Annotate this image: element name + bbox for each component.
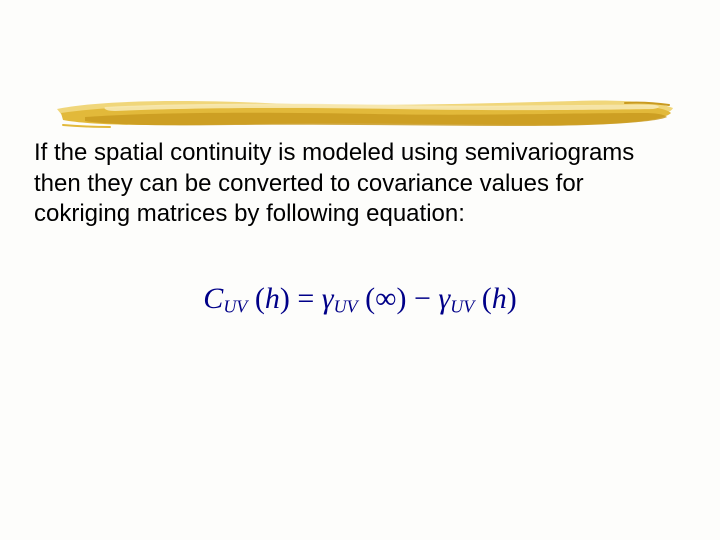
eq-h1: h [265,282,280,315]
eq-lp3: ( [482,282,492,315]
eq-rp1: ) [280,282,290,315]
brush-stroke-divider [55,95,675,133]
eq-lp2: ( [365,282,375,315]
brush-stray-1 [63,125,110,127]
eq-gamma1: γ [322,282,334,315]
eq-gamma1-sub: UV [334,297,358,317]
eq-gamma2: γ [438,282,450,315]
eq-minus: − [414,282,438,315]
eq-rp3: ) [507,282,517,315]
eq-rp2: ) [396,282,406,315]
slide: { "brush": { "colors": { "main": "#e2b93… [0,0,720,540]
eq-minus-sign: − [414,282,431,315]
eq-inf: ∞ [375,282,396,315]
eq-lp1: ( [255,282,265,315]
eq-C: C [203,282,223,315]
eq-equals: = [297,282,321,315]
brush-layer-3 [85,113,667,126]
equation: CUV (h) = γUV (∞) − γUV (h) [203,282,516,318]
brush-svg [55,95,675,133]
equation-container: CUV (h) = γUV (∞) − γUV (h) [0,282,720,318]
eq-equals-sign: = [297,282,314,315]
eq-h2: h [492,282,507,315]
body-paragraph: If the spatial continuity is modeled usi… [34,138,644,230]
eq-gamma2-sub: UV [450,297,474,317]
eq-C-sub: UV [223,297,247,317]
